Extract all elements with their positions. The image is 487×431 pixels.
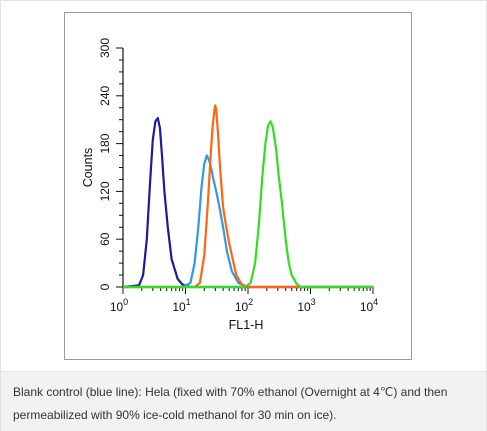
y-axis-title: Counts	[81, 148, 95, 188]
figure-frame	[64, 12, 412, 360]
y-tick-label: 120	[98, 181, 112, 201]
histogram-series-2	[123, 154, 373, 289]
y-tick-label: 300	[98, 38, 112, 58]
flow-cytometry-histogram: 0 60 120 180 240 300 100 101 102 103 104 FL1-H Count…	[81, 38, 378, 332]
histogram-series-1	[122, 117, 373, 289]
x-tick-label: 103	[297, 297, 315, 314]
caption-area: Blank control (blue line): Hela (fixed w…	[1, 371, 486, 431]
x-tick-label: 101	[172, 297, 190, 314]
x-tick-label: 100	[110, 297, 128, 314]
y-tick-label: 180	[98, 133, 112, 153]
x-tick-label: 104	[360, 297, 378, 314]
figure-area: 0 60 120 180 240 300 100 101 102 103 104 FL1-H Count…	[1, 1, 486, 371]
figure-caption: Blank control (blue line): Hela (fixed w…	[13, 385, 448, 422]
axis-labels: 0 60 120 180 240 300 100 101 102 103 104 FL1-H Count…	[81, 38, 378, 332]
x-tick-label: 102	[235, 297, 253, 314]
axes	[116, 47, 374, 294]
histogram-curves	[122, 104, 373, 289]
y-tick-label: 0	[98, 283, 112, 290]
histogram-series-4	[123, 120, 373, 289]
x-axis-title: FL1-H	[229, 318, 264, 332]
histogram-series-3	[123, 104, 373, 289]
y-tick-label: 60	[98, 232, 112, 246]
y-tick-label: 240	[98, 85, 112, 105]
